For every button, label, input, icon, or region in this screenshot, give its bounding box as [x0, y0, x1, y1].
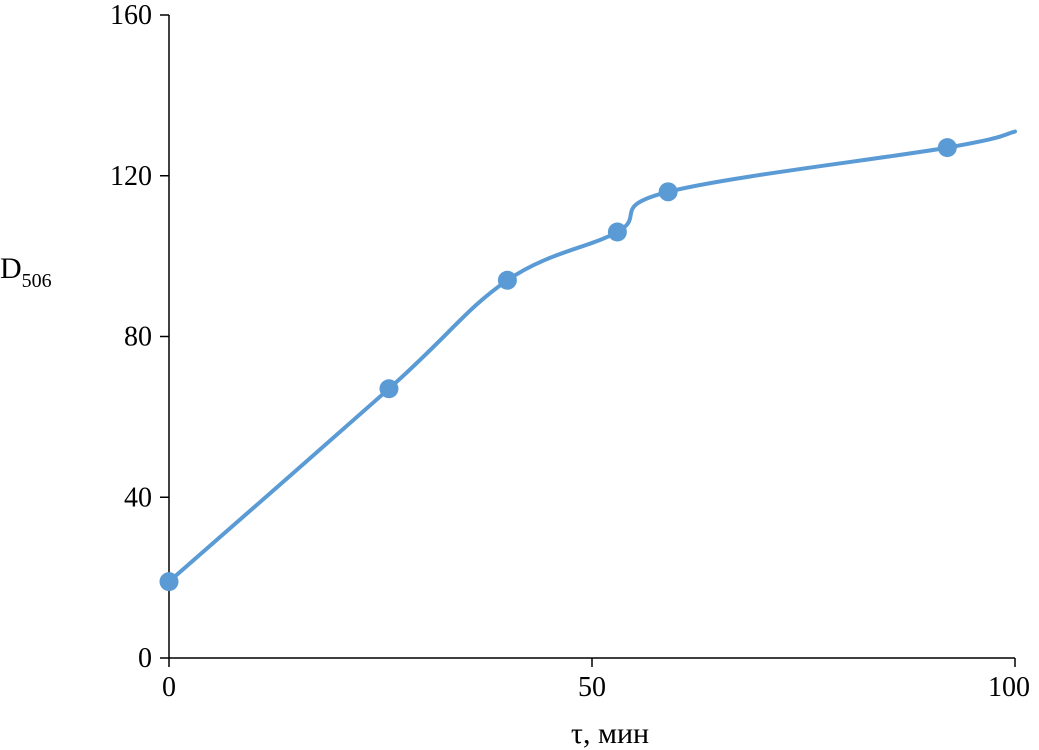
series-line	[167, 129, 1017, 584]
x-tick-label: 50	[578, 672, 606, 703]
y-axis-title: D506	[0, 252, 52, 292]
y-axis-title-subscript: 506	[22, 270, 52, 292]
x-tick-label: 0	[162, 672, 176, 703]
data-point	[379, 379, 399, 399]
y-tick-label: 120	[110, 161, 152, 192]
x-axis-title: τ, мин	[571, 717, 649, 750]
axes	[168, 15, 1015, 659]
y-tick-label: 80	[124, 322, 152, 353]
series-points	[159, 138, 957, 592]
data-point	[607, 222, 627, 242]
data-point	[159, 572, 179, 592]
y-tick-label: 40	[124, 482, 152, 513]
x-ticks: 0 50 100	[162, 658, 1030, 703]
data-point	[937, 138, 957, 158]
y-tick-label: 0	[138, 643, 152, 674]
y-tick-label: 160	[110, 0, 152, 31]
data-point	[658, 182, 678, 202]
x-tick-label: 100	[988, 672, 1030, 703]
y-ticks: 0 40 80 120 160	[110, 0, 169, 674]
data-point	[497, 270, 517, 290]
y-axis-title-main: D	[0, 252, 22, 285]
